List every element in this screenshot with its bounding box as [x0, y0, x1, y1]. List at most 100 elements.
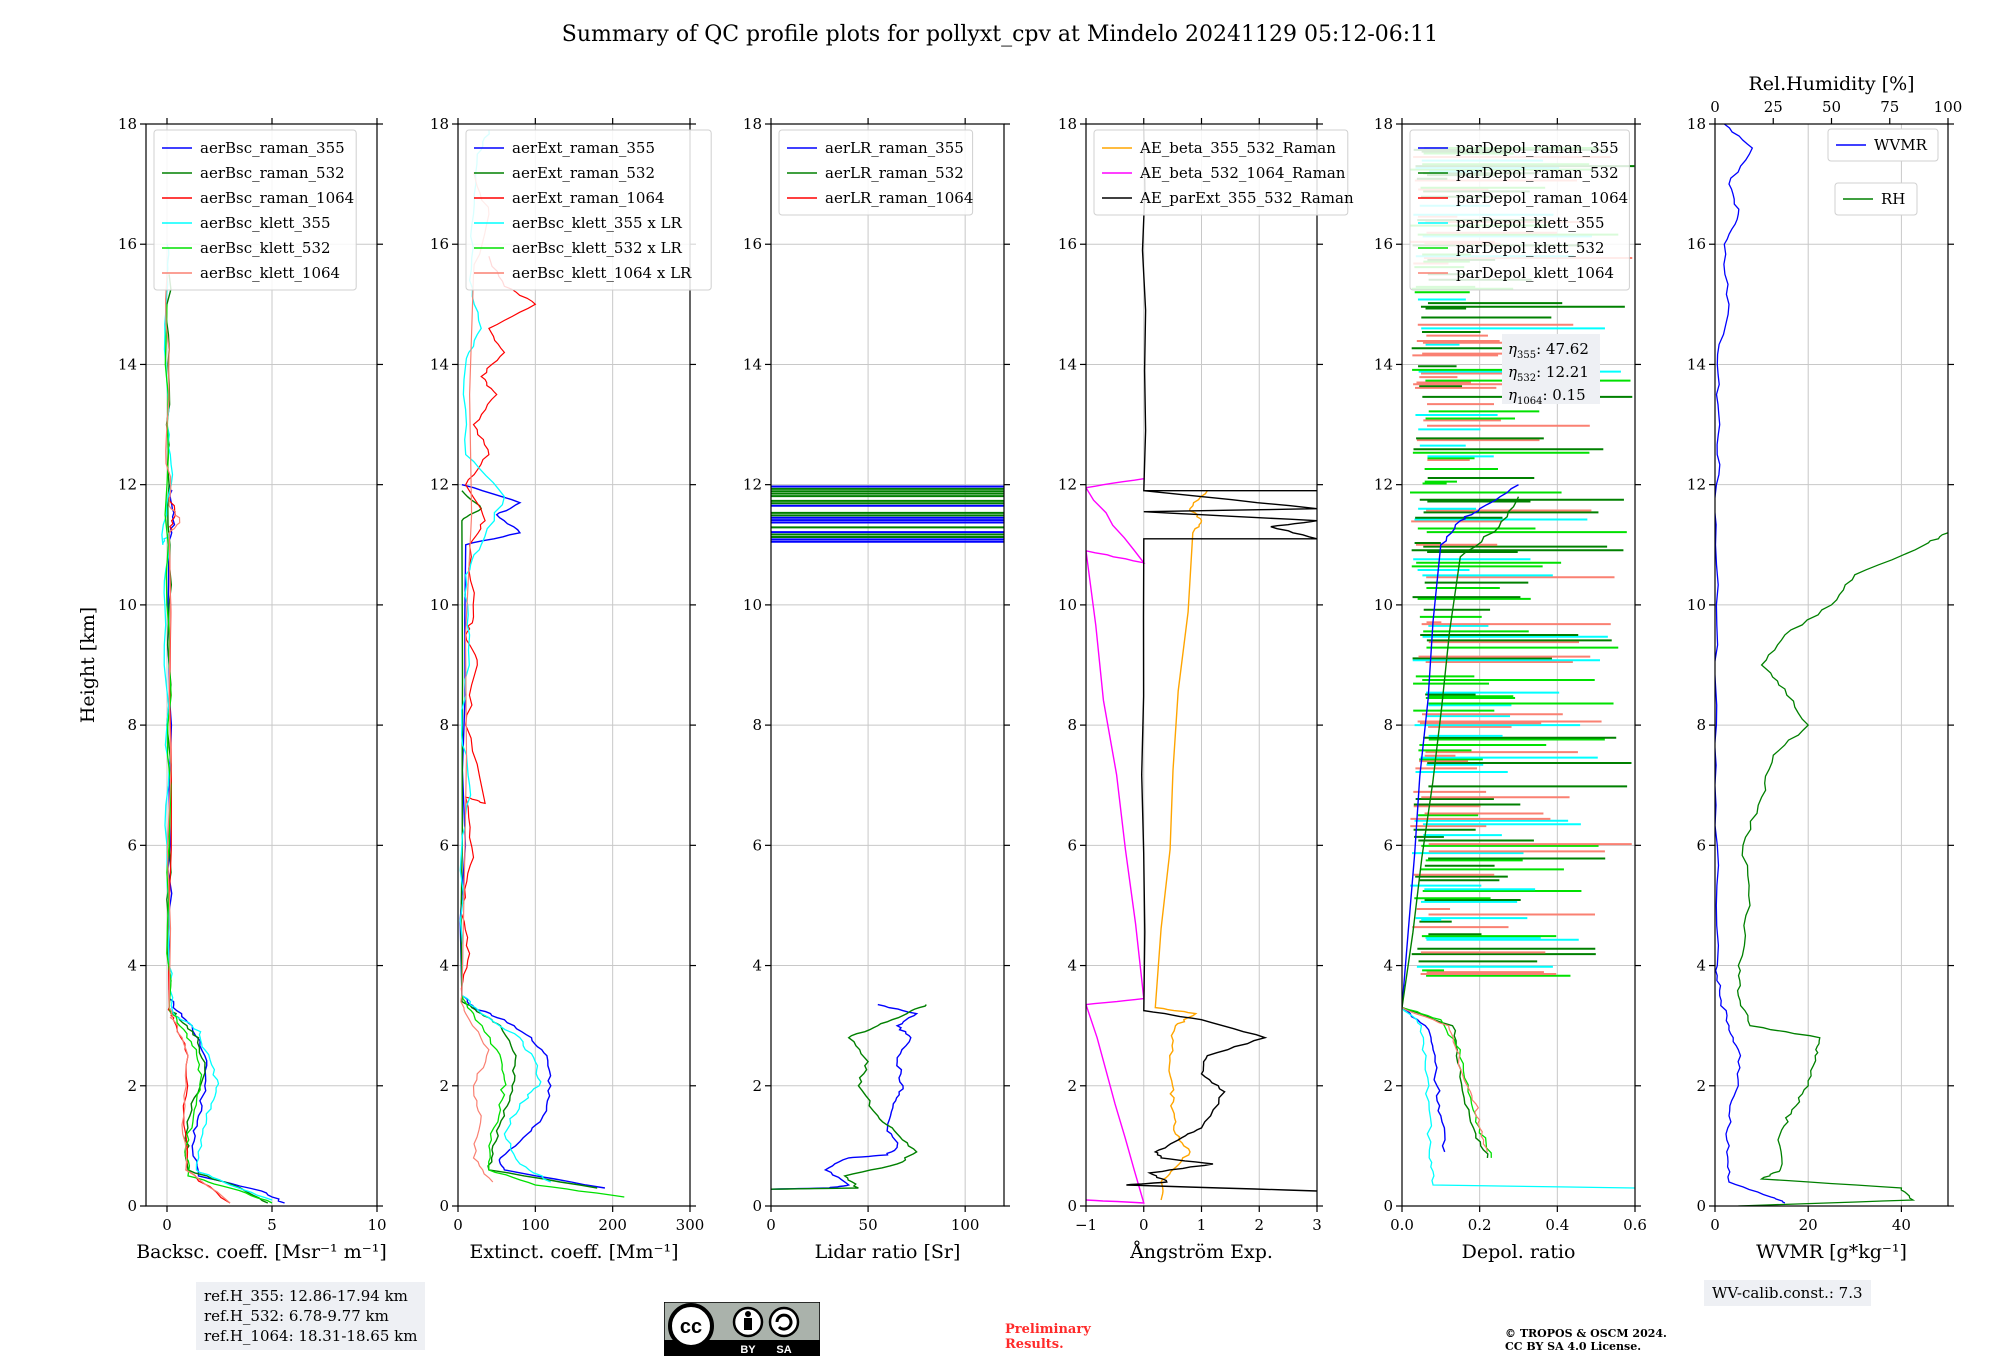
series-aerBsc_raman_1064 [167, 496, 231, 1204]
x-tick-label: 2 [1254, 1216, 1264, 1234]
y-tick-label: 16 [1058, 235, 1077, 253]
y-tick-label: 12 [118, 476, 137, 494]
y-tick-label: 2 [439, 1077, 449, 1095]
y-tick-label: 2 [1696, 1077, 1706, 1095]
top-x-tick-label: 75 [1880, 98, 1899, 116]
top-x-tick-label: 25 [1764, 98, 1783, 116]
legend-box [1834, 182, 1918, 216]
y-tick-label: 10 [118, 596, 137, 614]
legend-label: parDepol_raman_1064 [1456, 189, 1628, 207]
panel-extinction [452, 118, 712, 1212]
x-tick-label: 0 [1710, 1216, 1720, 1234]
legend-label: aerLR_raman_1064 [825, 189, 973, 207]
x-tick-label: 100 [951, 1216, 980, 1234]
ref-height-1064: ref.H_1064: 18.31-18.65 km [204, 1327, 418, 1345]
y-tick-label: 4 [1067, 957, 1077, 975]
y-tick-label: 14 [430, 355, 449, 373]
series-parDepol_raman_532 [1402, 496, 1520, 1158]
series-parDepol_klett_532 [1402, 1006, 1492, 1158]
cc-letters: cc [680, 1316, 702, 1338]
series-aerExt_raman_1064 [460, 256, 537, 996]
series-aerBsc_klett_355 [161, 244, 273, 1201]
legend-label: aerLR_raman_532 [825, 164, 964, 182]
data-layer [1715, 124, 1948, 1206]
y-axis-label: Height [km] [77, 607, 99, 723]
y-tick-label: 8 [1696, 716, 1706, 734]
x-tick-label: 0 [162, 1216, 172, 1234]
y-tick-label: 14 [1374, 355, 1393, 373]
y-tick-label: 6 [1067, 836, 1077, 854]
y-tick-label: 4 [439, 957, 449, 975]
y-tick-label: 16 [743, 235, 762, 253]
legend [778, 129, 974, 216]
legend-label: aerBsc_klett_532 [200, 239, 331, 257]
series-AE_parExt_355_532_Raman [1126, 129, 1317, 1192]
series-WVMR [1715, 124, 1786, 1204]
panel-wvmr_rh [1709, 118, 1954, 1212]
legend-label: AE_beta_532_1064_Raman [1139, 164, 1346, 182]
legend-label: aerBsc_klett_355 x LR [512, 214, 683, 232]
y-tick-label: 10 [1058, 596, 1077, 614]
series-AE_beta_355_532_Raman [1154, 490, 1208, 1201]
by-label: BY [740, 1344, 756, 1356]
x-tick-label: 50 [859, 1216, 878, 1234]
y-tick-label: 0 [439, 1197, 449, 1215]
top-x-tick-label: 0 [1710, 98, 1720, 116]
legend-label: aerBsc_raman_532 [200, 164, 345, 182]
legend-box [1827, 128, 1939, 162]
y-tick-label: 12 [1058, 476, 1077, 494]
y-tick-label: 12 [430, 476, 449, 494]
x-tick-label: 0.2 [1468, 1216, 1492, 1234]
axes-frame [145, 123, 378, 1207]
y-tick-label: 0 [127, 1197, 137, 1215]
data-layer [1086, 129, 1317, 1204]
y-tick-label: 18 [1374, 115, 1393, 133]
x-tick-label: 10 [367, 1216, 386, 1234]
legend-box [778, 129, 974, 216]
sa-icon [768, 1306, 800, 1338]
top-x-axis-label: Rel.Humidity [%] [1748, 73, 1914, 95]
legend-label: parDepol_klett_355 [1456, 214, 1605, 232]
legend [465, 129, 712, 291]
y-tick-label: 6 [1696, 836, 1706, 854]
legend-label: aerBsc_klett_532 x LR [512, 239, 683, 257]
y-tick-label: 2 [1383, 1077, 1393, 1095]
legend-box [465, 129, 712, 291]
x-tick-label: 100 [521, 1216, 550, 1234]
legend-label: parDepol_klett_1064 [1456, 264, 1614, 282]
series-aerLR_raman_355 [771, 1003, 919, 1190]
legend-label: aerBsc_klett_355 [200, 214, 331, 232]
series-aerExt_raman_355 [459, 484, 606, 1189]
y-tick-label: 4 [1696, 957, 1706, 975]
y-tick-label: 14 [743, 355, 762, 373]
y-tick-label: 10 [430, 596, 449, 614]
y-tick-label: 16 [118, 235, 137, 253]
eta-box [1502, 334, 1600, 404]
legend [1093, 129, 1349, 216]
data-layer [1402, 147, 1635, 1189]
y-tick-label: 18 [743, 115, 762, 133]
legend-label: AE_parExt_355_532_Raman [1139, 189, 1354, 207]
y-tick-label: 18 [430, 115, 449, 133]
x-axis-label: Depol. ratio [1462, 1241, 1576, 1263]
series-aerLR_raman_532 [771, 1004, 927, 1190]
y-tick-label: 8 [439, 716, 449, 734]
y-tick-label: 8 [752, 716, 762, 734]
reference-heights-box: ref.H_355: 12.86-17.94 km ref.H_532: 6.7… [196, 1282, 426, 1350]
eta-line: η1064: 0.15 [1508, 386, 1586, 407]
x-tick-label: 0 [1139, 1216, 1149, 1234]
y-tick-label: 4 [127, 957, 137, 975]
x-axis-label: Extinct. coeff. [Mm⁻¹] [469, 1241, 678, 1263]
legend-label: aerLR_raman_355 [825, 139, 964, 157]
y-tick-label: 0 [752, 1197, 762, 1215]
legend-label: WVMR [1874, 136, 1928, 154]
y-tick-label: 6 [752, 836, 762, 854]
x-tick-label: 3 [1312, 1216, 1322, 1234]
y-tick-label: 0 [1067, 1197, 1077, 1215]
series-AE_beta_532_1064_Raman [1086, 478, 1146, 1204]
legend-label: aerExt_raman_1064 [512, 189, 665, 207]
panel-backscatter [140, 118, 383, 1212]
series-parDepol_klett_355 [1402, 1007, 1635, 1189]
y-tick-label: 2 [127, 1077, 137, 1095]
data-layer [161, 244, 285, 1204]
